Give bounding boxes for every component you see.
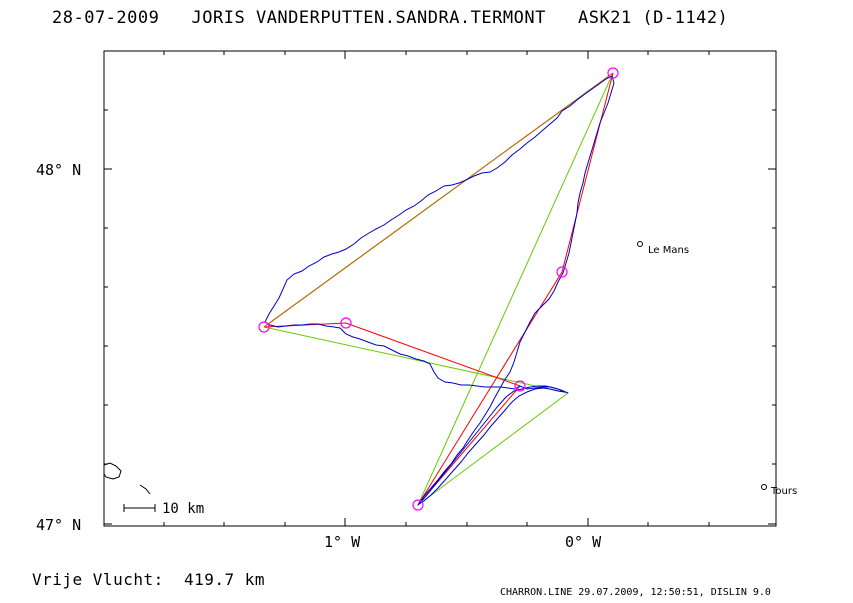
gps-track — [264, 75, 615, 506]
open-leg-line — [263, 72, 614, 328]
scale-bar — [123, 504, 156, 512]
lon-label-1w: 1° W — [324, 533, 361, 551]
lake-outline — [103, 462, 122, 480]
lat-label-48: 48° N — [36, 161, 81, 179]
turnpoint-marker — [258, 321, 270, 333]
left-ticks — [104, 109, 112, 525]
turnpoint-marker — [340, 317, 352, 329]
map-frame — [103, 50, 777, 527]
lon-label-0w: 0° W — [565, 533, 602, 551]
right-ticks — [768, 109, 776, 525]
turnpoint-marker — [514, 380, 526, 392]
turnpoint-marker — [607, 67, 619, 79]
bottom-ticks — [163, 518, 710, 526]
task-line — [263, 72, 614, 506]
top-ticks — [163, 51, 710, 59]
turnpoint-marker — [412, 499, 424, 511]
le-mans-marker — [637, 241, 643, 247]
software-credit: CHARRON.LINE 29.07.2009, 12:50:51, DISLI… — [500, 587, 771, 598]
le-mans-label: Le Mans — [648, 245, 689, 256]
turnpoints — [258, 67, 619, 511]
triangle-line — [263, 72, 614, 507]
free-flight-distance: Vrije Vlucht: 419.7 km — [32, 570, 266, 589]
flight-title: 28-07-2009 JORIS VANDERPUTTEN.SANDRA.TER… — [52, 8, 729, 28]
tours-label: Tours — [770, 486, 797, 497]
turnpoint-marker — [556, 266, 568, 278]
scale-bar-label: 10 km — [162, 501, 204, 517]
lat-label-47: 47° N — [36, 516, 81, 534]
tours-marker — [761, 484, 767, 490]
river-fragment — [139, 484, 151, 495]
